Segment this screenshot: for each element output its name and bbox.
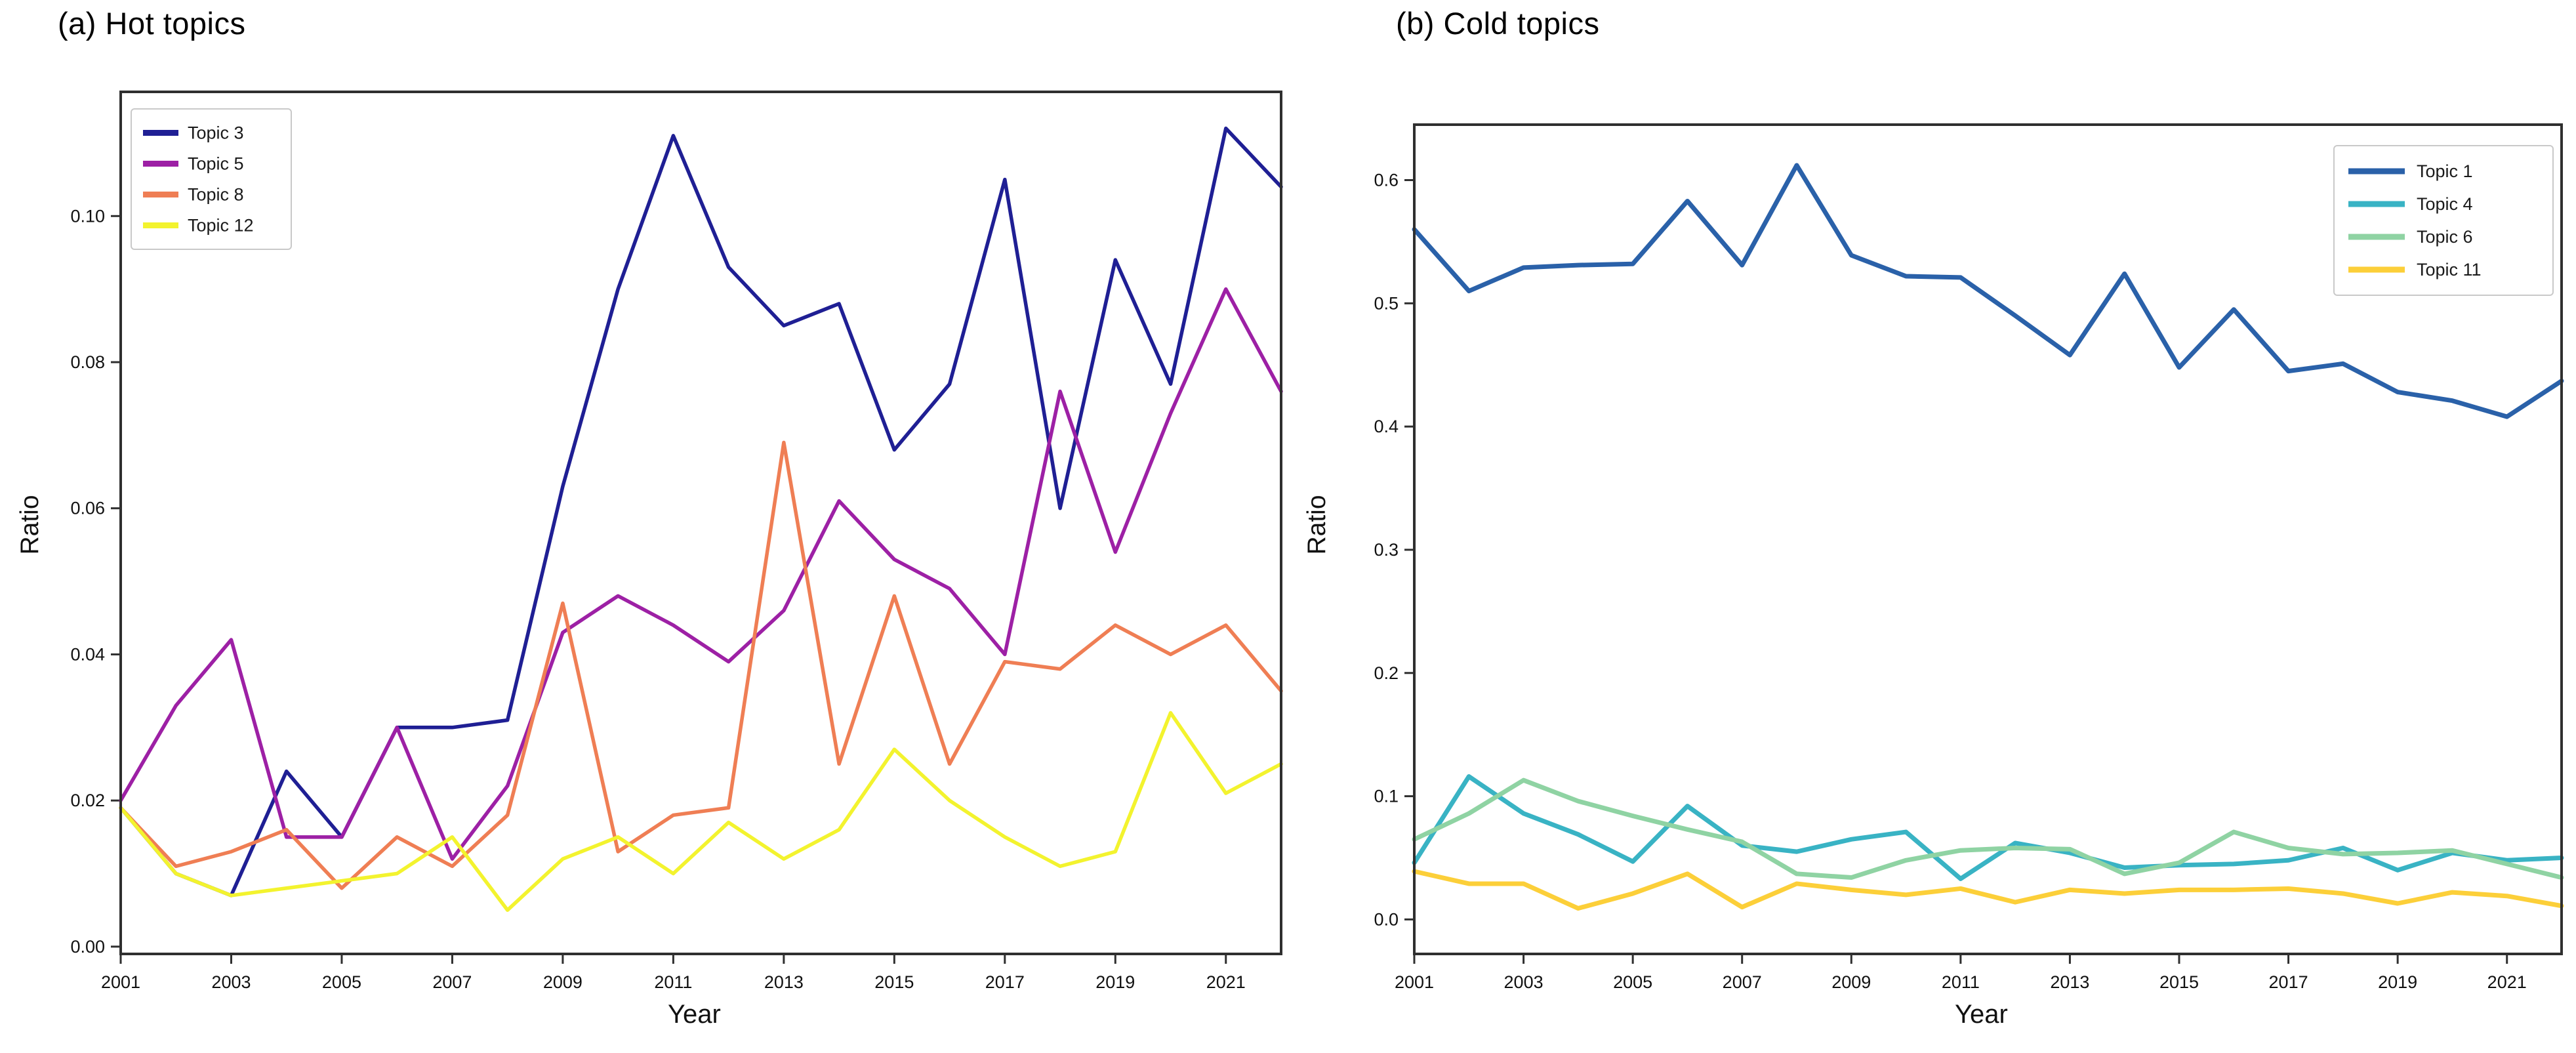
chart-a-x-tick-label: 2021 xyxy=(1206,972,1246,992)
chart-b-x-tick-label: 2005 xyxy=(1613,972,1652,992)
chart-a-x-axis-label: Year xyxy=(668,1000,721,1029)
chart-a-title: (a) Hot topics xyxy=(58,6,246,41)
chart-b-x-tick-label: 2015 xyxy=(2159,972,2199,992)
chart-b-x-tick-label: 2007 xyxy=(1723,972,1762,992)
series-line-topic-8 xyxy=(119,440,1283,890)
chart-b-x-axis-label: Year xyxy=(1955,1000,2008,1029)
chart-a-x-tick-label: 2001 xyxy=(101,972,140,992)
series-line-topic-4 xyxy=(1412,774,2564,881)
chart-b-x-tick-label: 2013 xyxy=(2050,972,2089,992)
legend-label-topic-5: Topic 5 xyxy=(188,154,244,174)
chart-b-x-tick-label: 2017 xyxy=(2269,972,2308,992)
chart-b-x-tick-label: 2009 xyxy=(1831,972,1871,992)
chart-a-x-tick-label: 2015 xyxy=(874,972,914,992)
chart-a-y-tick-label: 0.08 xyxy=(70,352,105,372)
chart-b-x-tick-label: 2001 xyxy=(1395,972,1434,992)
chart-a-x-tick-label: 2007 xyxy=(432,972,472,992)
chart-a-x-tick-label: 2019 xyxy=(1095,972,1135,992)
chart-a-x-tick-label: 2009 xyxy=(543,972,583,992)
chart-a-x-tick-label: 2003 xyxy=(211,972,251,992)
chart-b-title: (b) Cold topics xyxy=(1396,6,1600,41)
legend-label-topic-1: Topic 1 xyxy=(2417,161,2473,181)
chart-a-plot-border xyxy=(119,91,1282,955)
chart-b-legend-box xyxy=(2333,145,2554,296)
series-line-topic-5 xyxy=(119,287,1283,861)
legend-label-topic-4: Topic 4 xyxy=(2417,194,2473,214)
chart-b-plot-border xyxy=(1413,123,2563,955)
legend-label-topic-8: Topic 8 xyxy=(188,185,244,205)
chart-a-y-tick-label: 0.00 xyxy=(70,937,105,957)
series-line-topic-11 xyxy=(1412,869,2564,911)
chart-a-y-tick-label: 0.10 xyxy=(70,206,105,226)
chart-b-x-tick-label: 2021 xyxy=(2487,972,2527,992)
chart-b-x-tick-label: 2011 xyxy=(1942,972,1980,992)
chart-a-x-tick-label: 2013 xyxy=(764,972,804,992)
legend-label-topic-11: Topic 11 xyxy=(2417,260,2482,279)
chart-a-legend-box xyxy=(131,108,292,250)
legend-label-topic-3: Topic 3 xyxy=(188,123,244,143)
chart-a-y-tick-label: 0.02 xyxy=(70,791,105,810)
series-line-topic-6 xyxy=(1412,777,2564,880)
series-line-topic-1 xyxy=(1412,163,2564,419)
chart-b-y-tick-label: 0.3 xyxy=(1374,540,1399,560)
chart-a-x-tick-label: 2005 xyxy=(322,972,361,992)
chart-b-y-tick-label: 0.6 xyxy=(1374,171,1399,190)
chart-b-x-tick-label: 2019 xyxy=(2378,972,2417,992)
chart-b-y-tick-label: 0.0 xyxy=(1374,909,1399,929)
chart-a-y-tick-label: 0.04 xyxy=(70,644,105,664)
chart-b-y-tick-label: 0.2 xyxy=(1374,663,1399,683)
series-line-topic-3 xyxy=(119,126,1283,898)
chart-b-y-tick-label: 0.1 xyxy=(1374,787,1399,806)
legend-label-topic-12: Topic 12 xyxy=(188,216,254,236)
legend-label-topic-6: Topic 6 xyxy=(2417,227,2473,247)
chart-a-x-tick-label: 2017 xyxy=(985,972,1025,992)
chart-b-y-tick-label: 0.4 xyxy=(1374,417,1399,436)
chart-b-y-tick-label: 0.5 xyxy=(1374,293,1399,313)
series-line-topic-12 xyxy=(119,711,1283,912)
chart-a-y-tick-label: 0.06 xyxy=(70,499,105,518)
chart-b-x-tick-label: 2003 xyxy=(1504,972,1544,992)
chart-a-x-tick-label: 2011 xyxy=(654,972,692,992)
